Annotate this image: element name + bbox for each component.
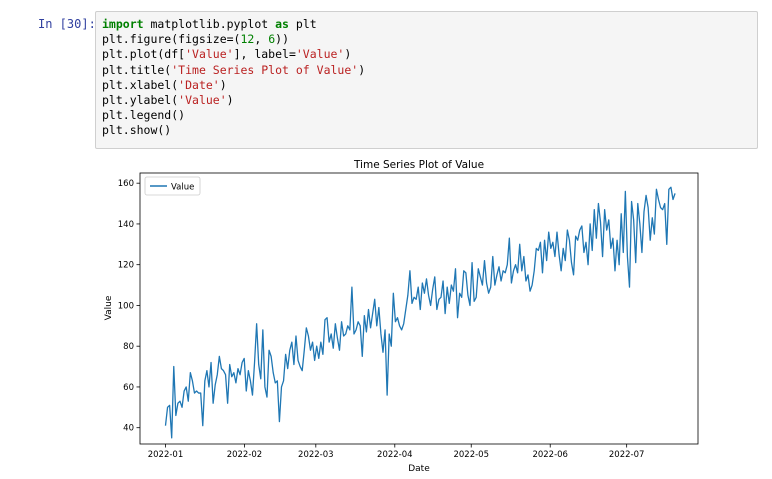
y-tick-label: 80 xyxy=(123,342,134,352)
y-axis-label: Value xyxy=(104,295,114,320)
x-axis-ticks: 2022-01 2022-02 2022-03 2022-04 2022-05 2022-… xyxy=(148,444,645,460)
x-tick-label: 2022-04 xyxy=(377,450,413,460)
x-tick-label: 2022-06 xyxy=(532,450,568,460)
cell-prompt: In [30]: xyxy=(38,17,96,31)
x-tick-label: 2022-03 xyxy=(298,450,334,460)
code-text[interactable]: import matplotlib.pyplot as plt plt.figu… xyxy=(102,17,366,138)
x-axis-label: Date xyxy=(408,464,430,474)
x-tick-label: 2022-05 xyxy=(453,450,489,460)
y-tick-label: 140 xyxy=(118,220,134,230)
y-tick-label: 60 xyxy=(123,383,134,393)
chart-title: Time Series Plot of Value xyxy=(353,159,484,171)
plot-area xyxy=(139,172,699,445)
line-chart: Time Series Plot of Value Date Value 40 6… xyxy=(104,159,699,474)
code-editor[interactable]: import matplotlib.pyplot as plt plt.figu… xyxy=(95,11,758,149)
legend-label: Value xyxy=(171,183,194,193)
x-tick-label: 2022-02 xyxy=(227,450,263,460)
legend: Value xyxy=(144,176,201,196)
y-tick-label: 40 xyxy=(123,424,134,434)
legend-box xyxy=(144,176,201,196)
y-tick-label: 100 xyxy=(118,301,134,311)
x-tick-label: 2022-07 xyxy=(609,450,645,460)
x-tick-label: 2022-01 xyxy=(148,450,184,460)
cell-output: Time Series Plot of Value Date Value 40 6… xyxy=(95,155,758,475)
series-line-value xyxy=(164,186,676,439)
y-axis-ticks: 40 60 80 100 120 140 160 xyxy=(118,179,140,434)
y-tick-label: 160 xyxy=(118,179,134,189)
y-tick-label: 120 xyxy=(118,261,134,271)
